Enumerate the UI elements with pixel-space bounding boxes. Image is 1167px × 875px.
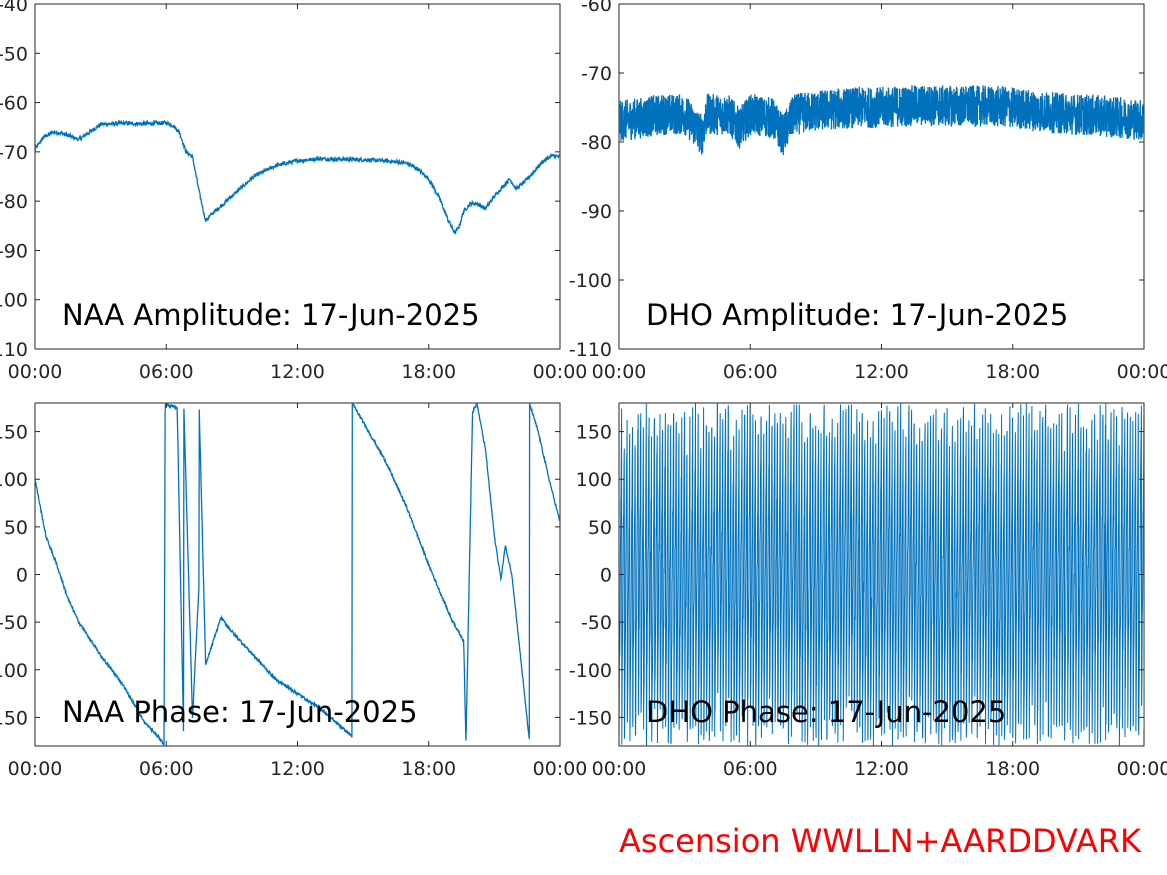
x-tick-label: 12:00 — [270, 361, 325, 383]
axes-box — [618, 3, 1145, 350]
y-tick-label: -70 — [581, 63, 612, 85]
y-tick-label: -100 — [0, 660, 28, 682]
x-tick-label: 12:00 — [854, 758, 909, 780]
series-line — [35, 119, 560, 235]
axes-box — [34, 3, 561, 350]
y-tick-label: 50 — [588, 517, 612, 539]
x-tick-label: 06:00 — [723, 758, 778, 780]
x-tick-label: 00:00 — [533, 758, 588, 780]
panel-naa-amplitude: 00:00 06:00 12:00 18:00 00:00 -40 -50 -60 -70 -80… — [0, 0, 587, 383]
y-tick-label: -100 — [569, 660, 612, 682]
y-tick-label: -80 — [581, 132, 612, 154]
x-tick-label: 00:00 — [1117, 758, 1167, 780]
y-tick-label: -90 — [581, 201, 612, 223]
y-tick-label: -40 — [0, 0, 28, 16]
x-tick-label: 00:00 — [8, 758, 63, 780]
x-tick-label: 00:00 — [592, 758, 647, 780]
x-tick-label: 18:00 — [985, 758, 1040, 780]
y-tick-label: -60 — [581, 0, 612, 16]
series-line — [619, 85, 1144, 156]
y-tick-label: 150 — [576, 422, 612, 444]
y-tick-label: -50 — [0, 612, 28, 634]
panel-title: DHO Phase: 17-Jun-2025 — [646, 695, 1006, 729]
panel-title: NAA Phase: 17-Jun-2025 — [62, 695, 418, 729]
x-tick-label: 00:00 — [8, 361, 63, 383]
axes-box — [34, 402, 561, 747]
y-tick-label: -90 — [0, 240, 28, 262]
y-tick-label: -150 — [0, 707, 28, 729]
x-tick-label: 12:00 — [270, 758, 325, 780]
x-tick-label: 18:00 — [401, 758, 456, 780]
x-tick-label: 00:00 — [592, 361, 647, 383]
y-tick-label: 50 — [4, 517, 28, 539]
y-tick-label: 0 — [16, 565, 28, 587]
y-tick-label: -70 — [0, 142, 28, 164]
station-footer-label: Ascension WWLLN+AARDDVARK — [619, 822, 1141, 860]
x-tick-label: 18:00 — [985, 361, 1040, 383]
y-tick-label: -60 — [0, 93, 28, 115]
panel-title: DHO Amplitude: 17-Jun-2025 — [646, 298, 1068, 332]
x-tick-label: 06:00 — [139, 758, 194, 780]
x-tick-label: 06:00 — [723, 361, 778, 383]
series-line — [619, 403, 1144, 746]
panel-dho-phase: 00:00 06:00 12:00 18:00 00:00 150 100 50 0 -50 -10… — [569, 402, 1167, 780]
y-tick-label: -150 — [569, 707, 612, 729]
x-tick-label: 18:00 — [401, 361, 456, 383]
panel-dho-amplitude: 00:00 06:00 12:00 18:00 00:00 -60 -70 -80 -90 -10… — [569, 0, 1167, 383]
panel-title: NAA Amplitude: 17-Jun-2025 — [62, 298, 480, 332]
y-tick-label: 100 — [576, 469, 612, 491]
y-tick-label: -50 — [0, 43, 28, 65]
y-tick-label: -110 — [569, 339, 612, 361]
y-tick-label: 100 — [0, 469, 28, 491]
panel-naa-phase: 00:00 06:00 12:00 18:00 00:00 150 100 50 0 -50 -10… — [0, 402, 588, 780]
y-tick-label: -50 — [581, 612, 612, 634]
y-tick-label: -110 — [0, 339, 28, 361]
series-line — [35, 403, 560, 746]
y-tick-label: 150 — [0, 422, 28, 444]
x-tick-label: 12:00 — [854, 361, 909, 383]
y-tick-label: -100 — [569, 270, 612, 292]
y-tick-label: -100 — [0, 290, 28, 312]
y-tick-label: 0 — [600, 565, 612, 587]
x-tick-label: 06:00 — [139, 361, 194, 383]
x-tick-label: 00:00 — [1117, 361, 1167, 383]
x-tick-label: 00:00 — [533, 361, 588, 383]
y-tick-label: -80 — [0, 191, 28, 213]
